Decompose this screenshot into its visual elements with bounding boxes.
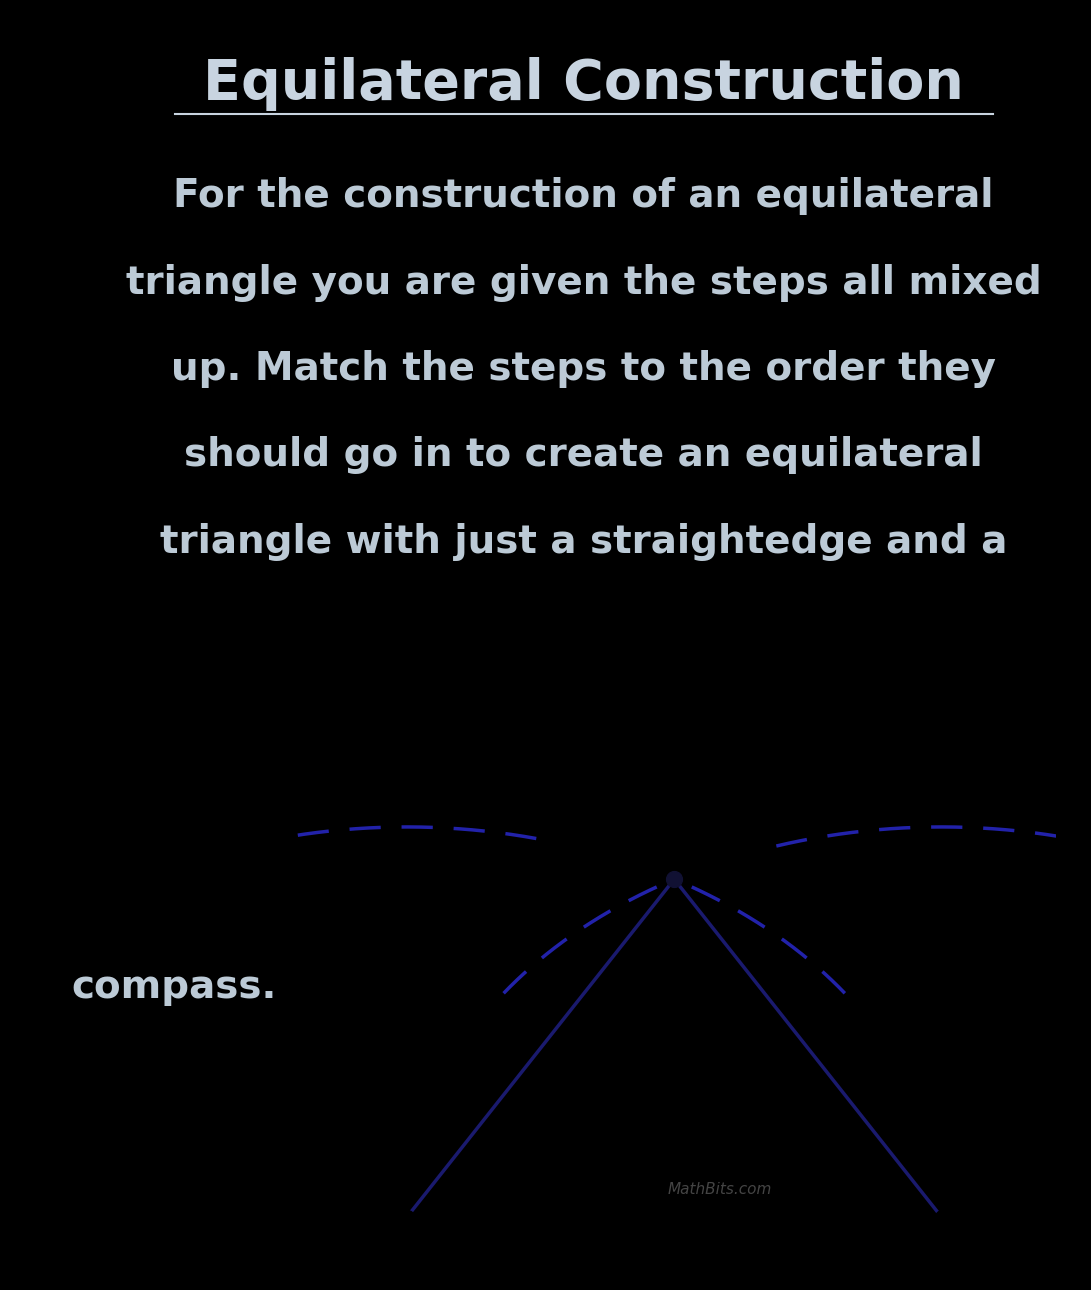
- Text: triangle with just a straightedge and a: triangle with just a straightedge and a: [160, 522, 1007, 561]
- Text: MathBits.com: MathBits.com: [668, 1182, 772, 1197]
- Text: triangle you are given the steps all mixed: triangle you are given the steps all mix…: [125, 263, 1042, 302]
- Text: For the construction of an equilateral: For the construction of an equilateral: [173, 177, 994, 215]
- Text: B: B: [930, 1254, 954, 1282]
- Text: Equilateral Construction: Equilateral Construction: [203, 57, 964, 111]
- Text: C: C: [712, 828, 735, 857]
- Text: A: A: [395, 1254, 419, 1282]
- Point: [666, 869, 683, 890]
- Text: compass.: compass.: [72, 968, 277, 1006]
- Point: [933, 1206, 950, 1227]
- Text: should go in to create an equilateral: should go in to create an equilateral: [184, 436, 983, 475]
- Text: up. Match the steps to the order they: up. Match the steps to the order they: [171, 350, 996, 388]
- Point: [398, 1206, 416, 1227]
